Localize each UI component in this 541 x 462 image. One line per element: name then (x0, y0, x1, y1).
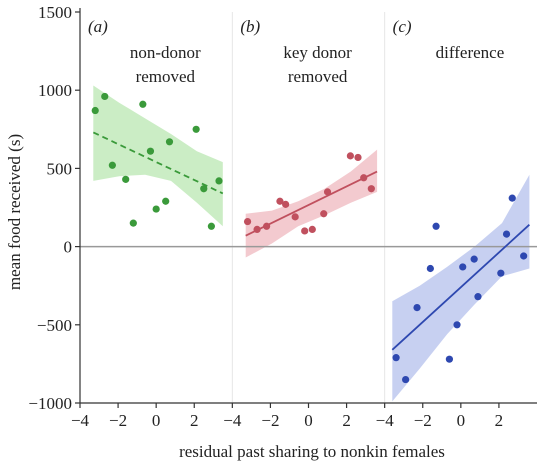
data-point-panel-2-10 (323, 188, 332, 196)
data-point-panel-2-6 (291, 213, 299, 221)
data-point-panel-3-7 (453, 321, 461, 329)
panel-title-1-line-1: non-donor (130, 43, 201, 62)
x-axis-label: residual past sharing to nonkin females (179, 442, 445, 461)
x-tick-label-10: −2 (414, 411, 432, 430)
panel-titles: (a) non-donor removed (b) key donor removed (c… (88, 17, 504, 86)
data-point-panel-2-12 (354, 153, 362, 162)
data-point-panel-3-8 (459, 263, 467, 271)
panel-letter-2: (b) (240, 17, 260, 36)
x-tick-label-7: 0 (304, 411, 313, 430)
data-point-panel-3-13 (508, 194, 516, 202)
fit-line-panel-3 (391, 224, 530, 351)
data-point-panel-3-5 (432, 222, 440, 230)
data-point-panel-1-2 (101, 92, 109, 101)
panel-title-1-line-2: removed (136, 67, 196, 86)
panel-letter-3: (c) (393, 17, 412, 36)
x-tick-label-6: −2 (261, 411, 279, 430)
y-tick-label-5: 1000 (38, 81, 72, 100)
data-point-panel-3-2 (402, 375, 410, 384)
data-points (91, 92, 528, 384)
data-point-panel-2-2 (253, 225, 261, 233)
x-tick-label-11: 0 (457, 411, 466, 430)
data-point-panel-1-8 (152, 205, 160, 213)
data-point-panel-2-14 (367, 185, 375, 193)
data-point-panel-1-5 (129, 219, 137, 227)
data-point-panel-3-4 (426, 264, 434, 273)
y-axis-ticks: −1000 −500 0 500 1000 1500 (28, 3, 80, 413)
x-tick-label-1: −4 (71, 411, 90, 430)
data-point-panel-1-7 (146, 147, 155, 155)
x-axis-ticks: −4 −2 0 2 −4 −2 0 2 −4 −2 0 2 (71, 403, 503, 430)
data-point-panel-2-11 (346, 152, 354, 160)
panel-letter-1: (a) (88, 17, 108, 36)
data-point-panel-1-10 (165, 138, 174, 146)
x-tick-label-9: −4 (376, 411, 395, 430)
data-point-panel-1-14 (215, 177, 223, 185)
data-point-panel-3-11 (497, 269, 505, 277)
x-tick-label-3: 0 (152, 411, 161, 430)
x-tick-label-8: 2 (342, 411, 351, 430)
data-point-panel-2-13 (360, 174, 368, 182)
y-tick-label-2: −500 (37, 316, 72, 335)
data-point-panel-1-11 (192, 125, 200, 133)
data-point-panel-2-7 (301, 227, 309, 235)
y-tick-label-3: 0 (64, 238, 73, 257)
y-axis-label: mean food received (s) (5, 134, 24, 290)
data-point-panel-3-9 (470, 255, 478, 263)
data-point-panel-3-14 (520, 252, 528, 260)
data-point-panel-1-9 (162, 197, 170, 205)
data-point-panel-3-1 (392, 354, 400, 362)
confidence-band-panel-1 (93, 85, 223, 227)
y-tick-label-4: 500 (47, 159, 73, 178)
data-point-panel-2-1 (243, 217, 252, 226)
panel-title-2-line-2: removed (288, 67, 348, 86)
x-tick-label-2: −2 (109, 411, 127, 430)
x-tick-label-5: −4 (223, 411, 242, 430)
data-point-panel-3-3 (413, 303, 421, 312)
data-point-panel-2-4 (276, 197, 284, 205)
x-tick-label-12: 2 (495, 411, 504, 430)
data-point-panel-1-6 (139, 100, 147, 108)
data-point-panel-1-12 (200, 185, 208, 193)
fit-line-panel-1 (92, 131, 224, 195)
panel-dividers (231, 12, 386, 403)
data-point-panel-3-6 (445, 355, 454, 363)
data-point-panel-2-3 (263, 222, 271, 230)
data-point-panel-1-1 (91, 106, 99, 115)
x-tick-label-4: 2 (190, 411, 199, 430)
panel-title-3-line-1: difference (436, 43, 505, 62)
data-point-panel-1-3 (108, 161, 116, 169)
data-point-panel-2-5 (282, 200, 290, 208)
panel-title-2-line-1: key donor (283, 43, 352, 62)
data-point-panel-2-9 (320, 210, 328, 218)
confidence-bands (93, 85, 530, 402)
y-tick-label-1: −1000 (28, 394, 72, 413)
data-point-panel-1-4 (122, 175, 130, 183)
y-tick-label-6: 1500 (38, 3, 72, 22)
data-point-panel-3-10 (474, 293, 482, 301)
data-point-panel-3-12 (502, 230, 511, 238)
data-point-panel-1-13 (207, 222, 215, 230)
data-point-panel-2-8 (308, 225, 316, 233)
